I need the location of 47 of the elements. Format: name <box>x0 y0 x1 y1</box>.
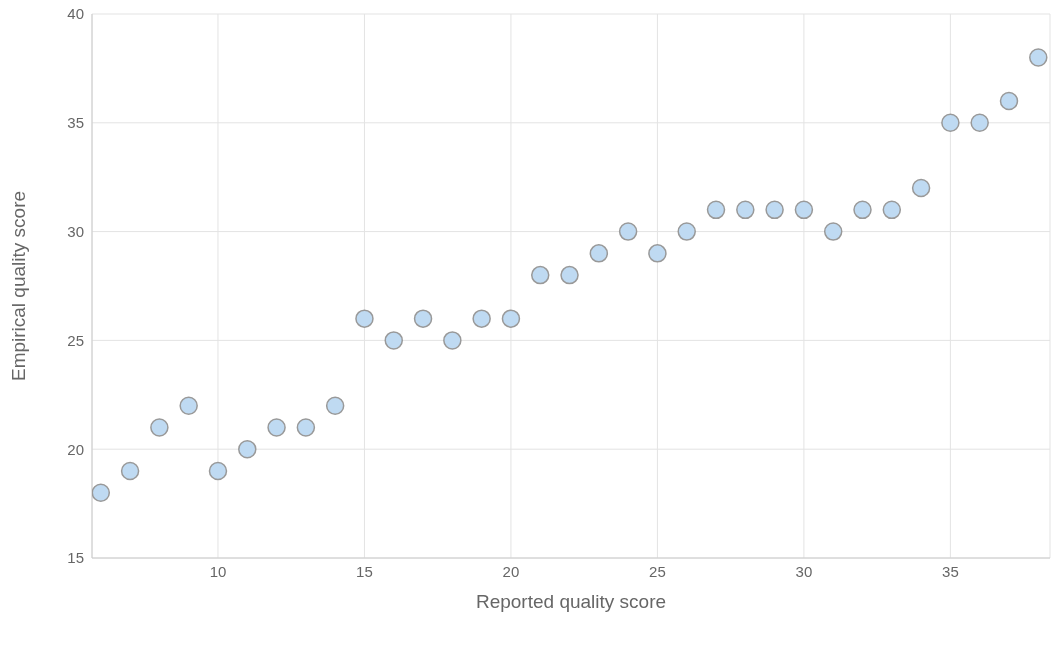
point <box>472 309 491 328</box>
x-tick-label: 20 <box>502 562 520 580</box>
point <box>267 418 286 437</box>
point <box>618 222 638 241</box>
point <box>999 91 1019 111</box>
point <box>823 222 843 241</box>
x-tick-label: 35 <box>942 562 959 580</box>
point <box>413 309 433 328</box>
y-tick-label: 35 <box>67 114 84 132</box>
y-tick-label: 15 <box>67 549 84 567</box>
x-tick-label: 15 <box>356 562 373 580</box>
point <box>706 200 726 220</box>
y-tick-label: 20 <box>67 440 84 458</box>
point <box>355 309 374 328</box>
point <box>530 265 550 285</box>
point <box>648 244 667 263</box>
point <box>92 483 111 502</box>
point <box>179 396 198 415</box>
point <box>970 113 989 133</box>
point <box>765 200 784 220</box>
point <box>677 222 696 241</box>
point <box>560 265 579 285</box>
point <box>443 331 462 350</box>
y-tick-label: 40 <box>67 5 84 23</box>
point <box>589 244 609 263</box>
point <box>941 113 960 133</box>
point <box>911 178 931 198</box>
point <box>296 418 316 437</box>
x-axis-title: Reported quality score <box>475 591 667 612</box>
point <box>384 331 404 350</box>
point <box>1029 48 1048 67</box>
y-tick-label: 25 <box>67 331 84 349</box>
point <box>501 309 521 328</box>
point <box>736 200 755 220</box>
point <box>238 439 257 459</box>
point <box>325 396 345 415</box>
point <box>150 418 169 437</box>
x-tick-label: 30 <box>795 562 813 580</box>
point <box>853 200 872 220</box>
point <box>882 200 902 220</box>
point <box>208 461 228 481</box>
y-axis-title: Empirical quality score <box>7 190 29 382</box>
point <box>794 200 814 220</box>
x-tick-label: 10 <box>209 562 227 580</box>
y-tick-label: 30 <box>67 222 84 240</box>
x-tick-label: 25 <box>649 562 666 580</box>
point <box>120 461 140 481</box>
